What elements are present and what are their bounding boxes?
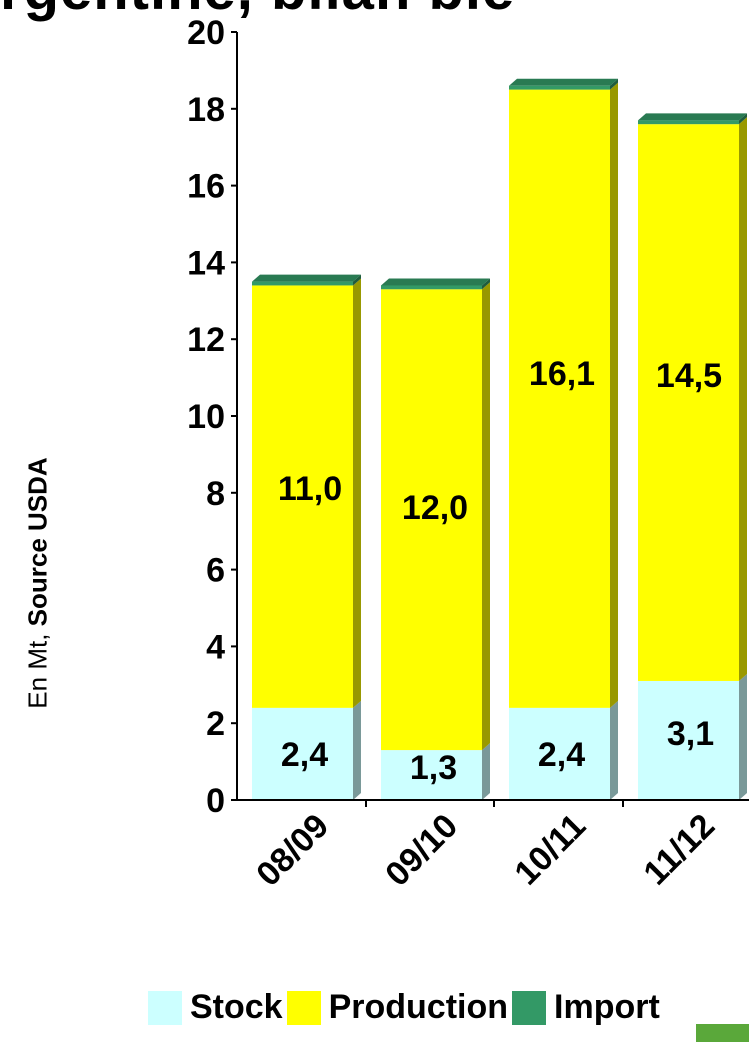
y-tick-label: 20 <box>187 14 225 52</box>
y-tick-label: 16 <box>187 168 225 206</box>
axes-layer <box>231 31 749 807</box>
legend: Stock Production Import <box>148 988 664 1027</box>
bar-segment-production-1 <box>252 278 361 708</box>
legend-label: Import <box>554 988 660 1026</box>
data-label-stock: 2,4 <box>538 736 585 774</box>
bar-segment-import-2 <box>381 278 490 290</box>
legend-label: Stock <box>190 988 283 1026</box>
y-tick-label: 8 <box>206 475 225 513</box>
bar-segment-production-4 <box>638 117 747 681</box>
bar-segment-stock-2 <box>381 743 490 800</box>
legend-swatch <box>148 990 182 1025</box>
data-label-stock: 2,4 <box>281 736 328 774</box>
y-tick-label: 12 <box>187 321 225 359</box>
data-label-production: 16,1 <box>529 355 595 393</box>
bar-segment-import-4 <box>638 113 747 125</box>
legend-swatch <box>512 990 547 1025</box>
x-tick-label: 10/11 <box>507 807 593 893</box>
y-tick-label: 0 <box>206 782 225 820</box>
y-tick-label: 14 <box>187 244 225 282</box>
bar-segment-production-2 <box>381 282 490 751</box>
y-tick-label: 4 <box>206 628 225 666</box>
legend-item-stock: Stock <box>148 988 283 1027</box>
data-label-stock: 3,1 <box>667 715 714 753</box>
bar-segment-stock-3 <box>509 700 618 800</box>
legend-label: Production <box>328 988 509 1026</box>
bar-segment-import-3 <box>509 78 618 90</box>
data-label-production: 12,0 <box>402 489 468 527</box>
bar-segment-stock-1 <box>252 700 361 800</box>
bar-segment-production-3 <box>509 82 618 708</box>
chart-title: rgentine, bilan blé <box>0 0 749 23</box>
y-tick-label: 6 <box>206 552 225 590</box>
data-label-production: 14,5 <box>656 357 722 395</box>
x-tick-label: 11/12 <box>636 807 722 893</box>
bar-segment-stock-4 <box>638 673 747 800</box>
bars-layer <box>252 78 747 800</box>
data-label-production: 11,0 <box>278 470 342 508</box>
data-label-stock: 1,3 <box>410 749 457 787</box>
legend-swatch <box>286 990 321 1025</box>
y-tick-label: 10 <box>187 398 225 436</box>
corner-badge <box>696 1024 749 1042</box>
legend-item-import: Import <box>512 988 660 1027</box>
x-tick-label: 08/09 <box>249 807 336 894</box>
legend-item-production: Production <box>286 988 509 1027</box>
x-tick-label: 09/10 <box>378 807 465 894</box>
y-tick-label: 18 <box>187 91 225 129</box>
bar-segment-import-1 <box>252 274 361 286</box>
y-tick-label: 2 <box>206 705 225 743</box>
